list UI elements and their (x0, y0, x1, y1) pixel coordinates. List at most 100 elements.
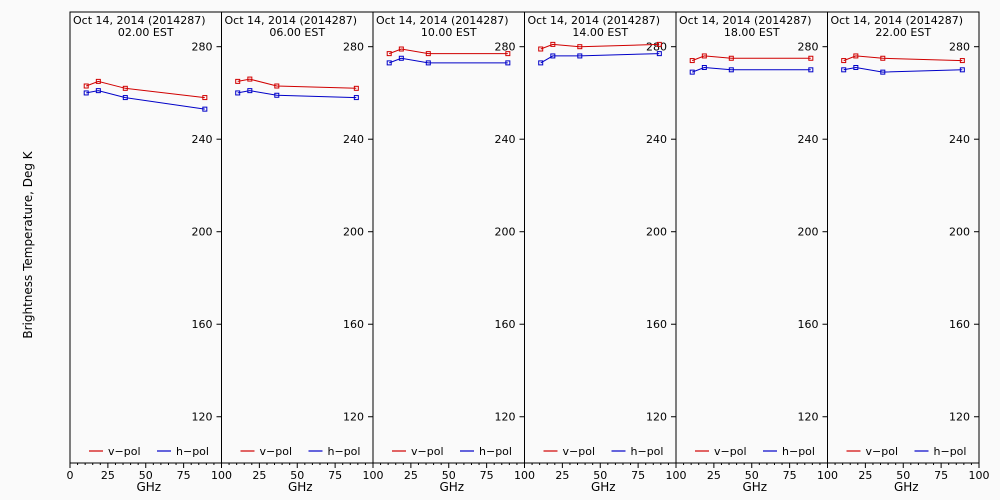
x-tick-label: 25 (404, 469, 418, 482)
x-axis-label: GHz (439, 480, 464, 494)
x-tick-label: 50 (442, 469, 456, 482)
x-tick-label: 75 (783, 469, 797, 482)
x-tick-label: 0 (67, 469, 74, 482)
hpol-point (425, 60, 431, 66)
legend-label-hpol: h−pol (479, 445, 512, 458)
x-tick-label: 25 (555, 469, 569, 482)
y-tick-label: 160 (646, 318, 667, 331)
x-axis-label: GHz (591, 480, 616, 494)
x-axis-label: GHz (288, 480, 313, 494)
legend-label-hpol: h−pol (176, 445, 209, 458)
panel-title: Oct 14, 2014 (2014287) (73, 14, 206, 27)
hpol-point (353, 95, 359, 101)
y-tick-label: 160 (343, 318, 364, 331)
y-tick-label: 160 (192, 318, 213, 331)
panel-title: Oct 14, 2014 (2014287) (679, 14, 812, 27)
vpol-line (389, 48, 508, 55)
y-tick-label: 120 (343, 411, 364, 424)
legend-label-vpol: v−pol (108, 445, 141, 458)
hpol-point (202, 106, 208, 112)
legend-label-hpol: h−pol (328, 445, 361, 458)
vpol-point (538, 46, 544, 52)
x-tick-label: 75 (934, 469, 948, 482)
panel-subtitle: 22.00 EST (875, 26, 931, 39)
hpol-point (274, 92, 280, 98)
hpol-point (550, 53, 556, 59)
vpol-point (95, 78, 101, 84)
vpol-line (237, 78, 357, 89)
x-axis-label: GHz (742, 480, 767, 494)
x-axis-label: GHz (894, 480, 919, 494)
x-tick-label: 25 (858, 469, 872, 482)
y-axis-label: Brightness Temperature, Deg K (21, 150, 35, 338)
panel-subtitle: 06.00 EST (269, 26, 325, 39)
chart-panel-6: Oct 14, 2014 (2014287)22.00 EST 120 160 200… (827, 11, 990, 494)
y-tick-label: 200 (343, 226, 364, 239)
chart-panel-3: Oct 14, 2014 (2014287)10.00 EST 120 160 200… (372, 11, 535, 494)
hpol-point (235, 90, 241, 96)
vpol-point (689, 58, 695, 64)
x-tick-label: 75 (631, 469, 645, 482)
hpol-point (656, 51, 662, 57)
vpol-point (656, 41, 662, 47)
hpol-point (398, 55, 404, 61)
y-tick-label: 120 (495, 411, 516, 424)
hpol-point (505, 60, 511, 66)
y-tick-label: 240 (646, 133, 667, 146)
y-tick-label: 240 (949, 133, 970, 146)
y-tick-label: 280 (192, 41, 213, 54)
y-tick-label: 280 (798, 41, 819, 54)
y-tick-label: 240 (495, 133, 516, 146)
hpol-line (86, 90, 205, 110)
x-tick-label: 50 (745, 469, 759, 482)
vpol-point (122, 85, 128, 91)
hpol-line (692, 66, 811, 73)
hpol-point (386, 60, 392, 66)
y-tick-label: 280 (495, 41, 516, 54)
y-tick-label: 160 (798, 318, 819, 331)
chart-panel-2: Oct 14, 2014 (2014287)06.00 EST 120 160 200… (221, 11, 384, 494)
vpol-point (274, 83, 280, 89)
legend-label-hpol: h−pol (631, 445, 664, 458)
legend-label-vpol: v−pol (714, 445, 747, 458)
y-tick-label: 120 (798, 411, 819, 424)
y-tick-label: 200 (495, 226, 516, 239)
hpol-point (728, 67, 734, 73)
vpol-point (701, 53, 707, 59)
panel-subtitle: 18.00 EST (724, 26, 780, 39)
y-tick-label: 120 (646, 411, 667, 424)
legend-label-hpol: h−pol (782, 445, 815, 458)
panel-subtitle: 02.00 EST (118, 26, 174, 39)
vpol-line (843, 55, 963, 62)
y-tick-label: 280 (646, 41, 667, 54)
x-tick-label: 25 (707, 469, 721, 482)
legend-label-vpol: v−pol (866, 445, 899, 458)
vpol-point (505, 51, 511, 57)
panel-title: Oct 14, 2014 (2014287) (376, 14, 509, 27)
hpol-point (122, 95, 128, 101)
vpol-point (808, 55, 814, 61)
panel-title: Oct 14, 2014 (2014287) (225, 14, 358, 27)
vpol-point (728, 55, 734, 61)
y-tick-label: 200 (949, 226, 970, 239)
hpol-point (853, 65, 859, 71)
vpol-line (86, 80, 205, 99)
hpol-point (701, 65, 707, 71)
y-tick-label: 200 (646, 226, 667, 239)
panels-group: Oct 14, 2014 (2014287)02.00 EST120160200… (67, 11, 990, 494)
x-tick-label: 100 (817, 469, 838, 482)
vpol-line (692, 55, 811, 62)
x-tick-label: 50 (290, 469, 304, 482)
hpol-point (538, 60, 544, 66)
x-tick-label: 100 (211, 469, 232, 482)
y-tick-label: 120 (192, 411, 213, 424)
y-tick-label: 120 (949, 411, 970, 424)
hpol-point (959, 67, 965, 73)
x-tick-label: 25 (252, 469, 266, 482)
vpol-point (353, 85, 359, 91)
legend-label-vpol: v−pol (260, 445, 293, 458)
vpol-point (83, 83, 89, 89)
hpol-point (880, 69, 886, 75)
